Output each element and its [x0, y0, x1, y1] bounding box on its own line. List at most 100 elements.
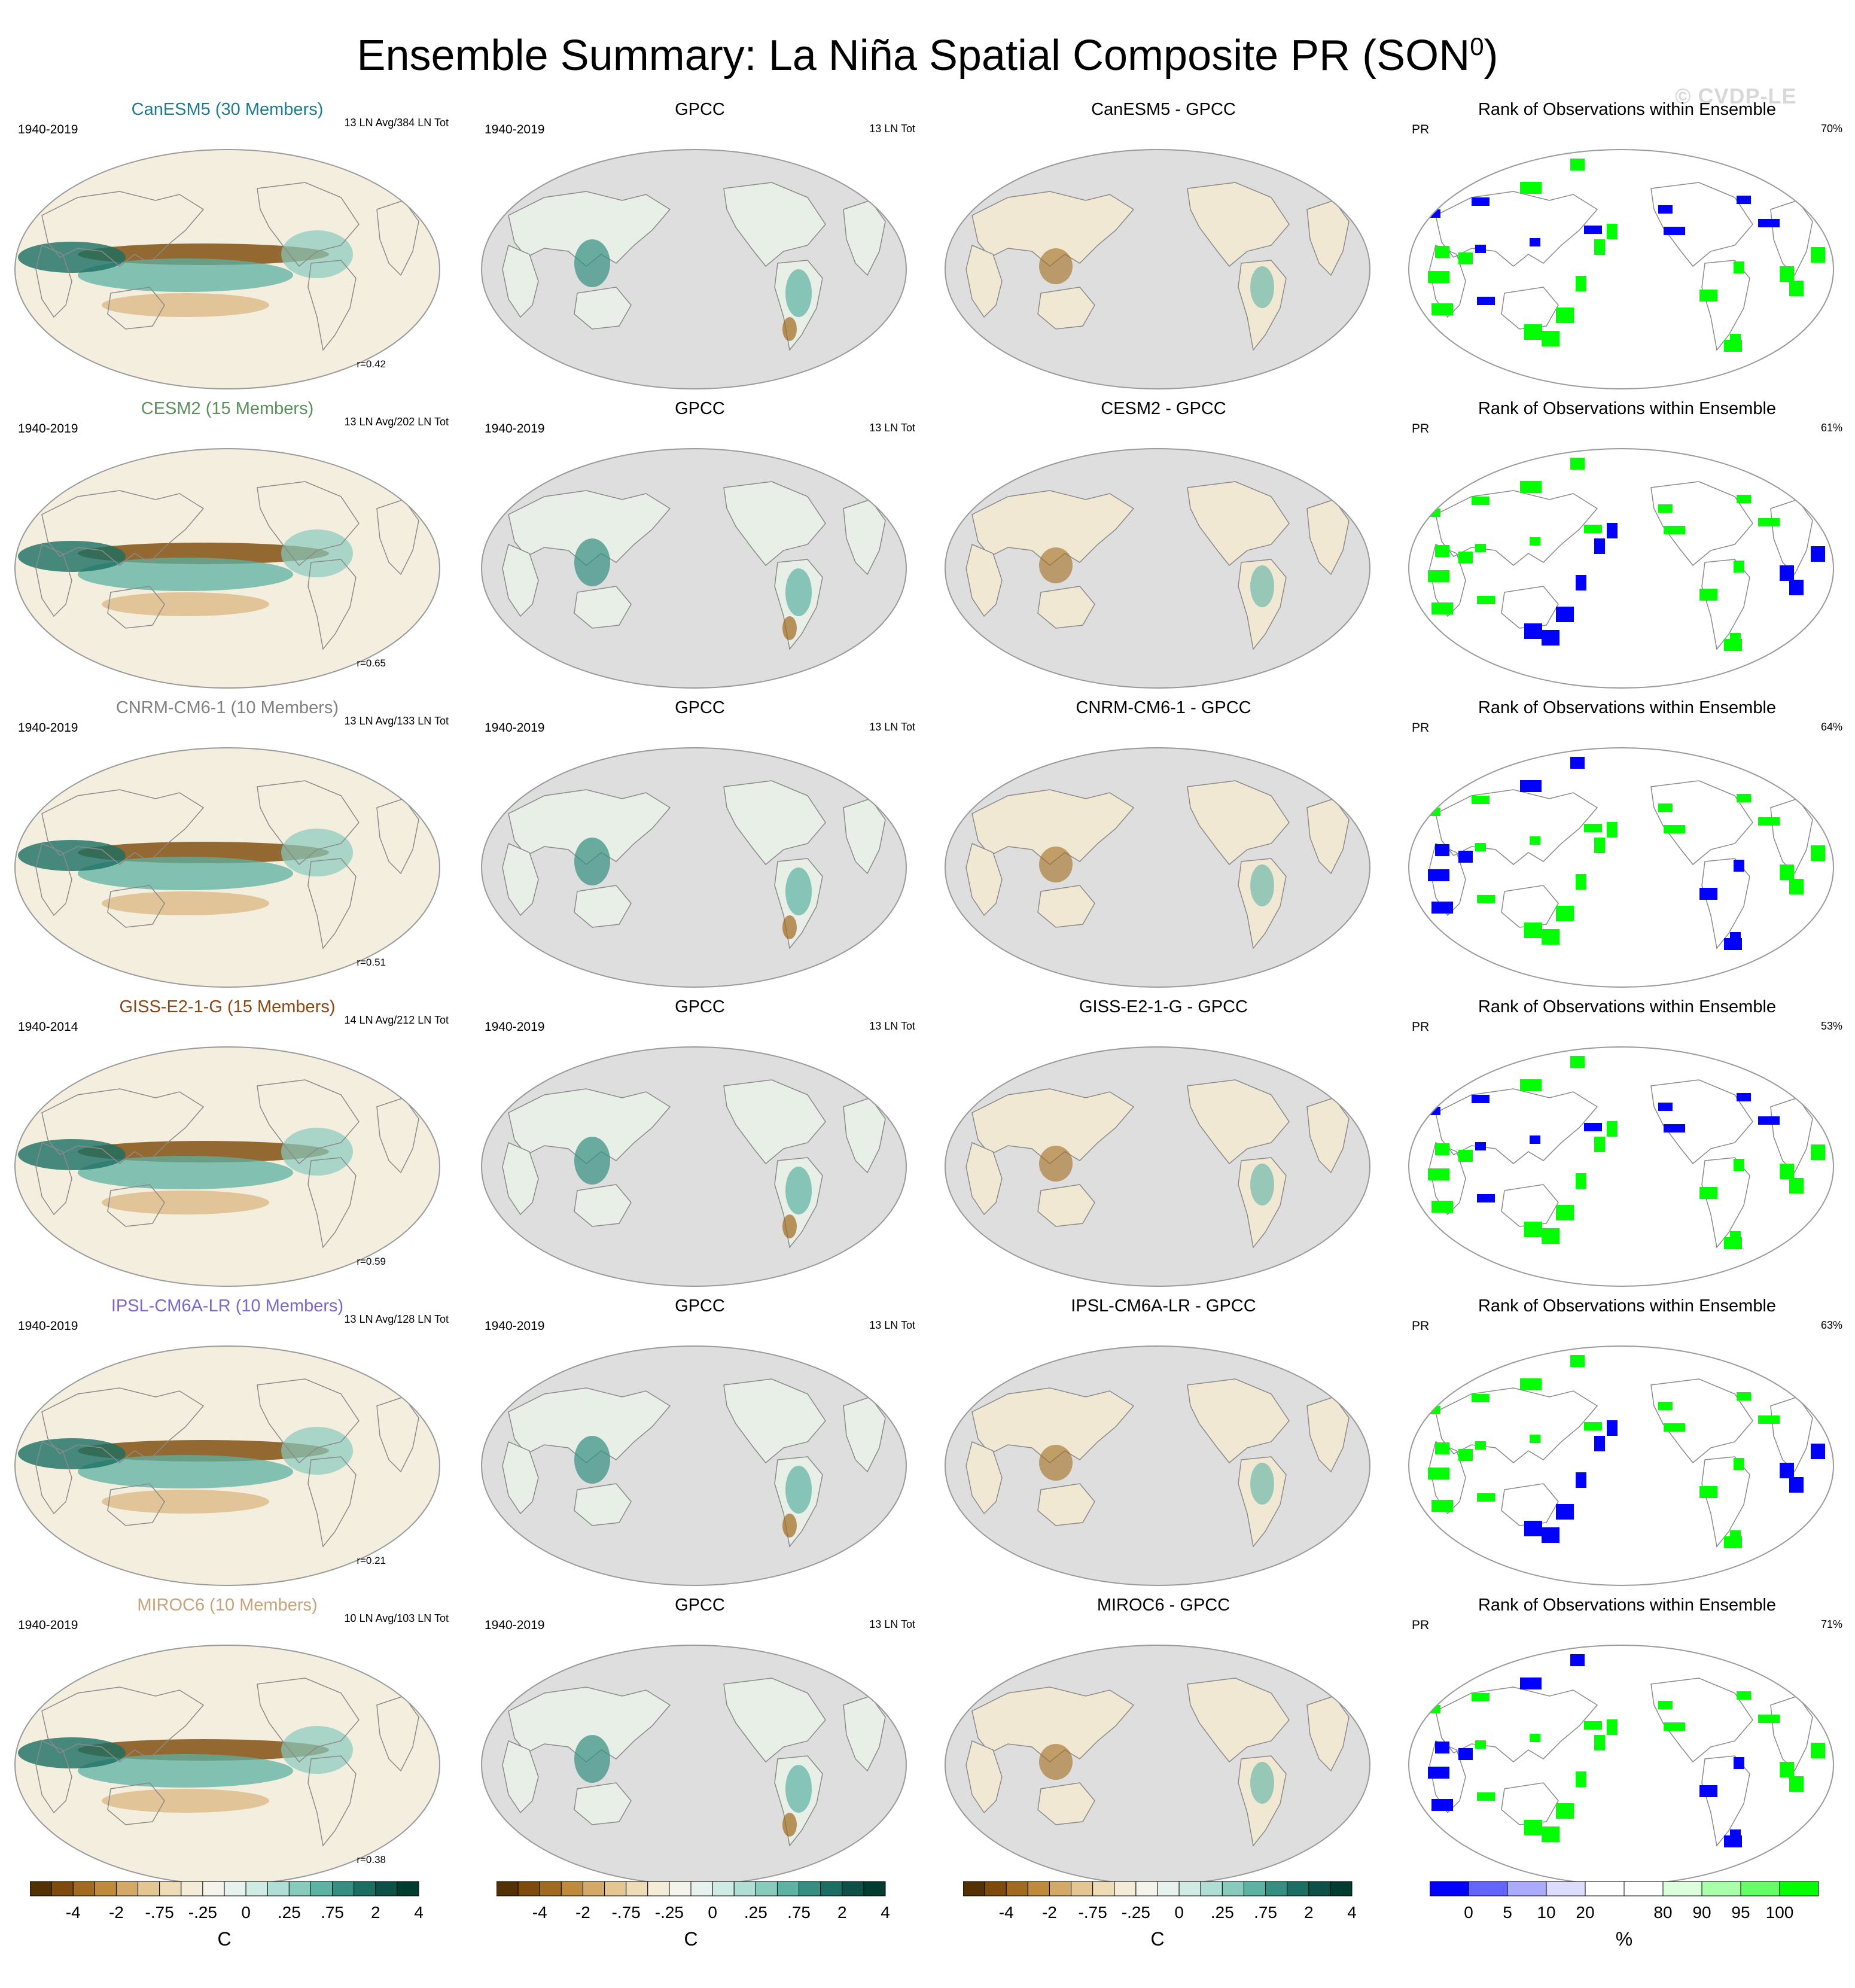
rank-title: Rank of Observations within Ensemble: [1478, 1596, 1777, 1615]
colorbar-swatch: [245, 1881, 268, 1896]
colorbar-swatch: [1157, 1881, 1180, 1896]
diff-title: MIROC6 - GPCC: [1096, 1596, 1230, 1615]
colorbar-swatch: [963, 1881, 985, 1896]
colorbar-swatch: [1507, 1881, 1547, 1896]
correlation-label: r=0.42: [357, 358, 386, 370]
colorbar-tick-label: 20: [1576, 1903, 1595, 1922]
model-panel: IPSL-CM6A-LR (10 Members) 1940-2019 13 LN …: [6, 1295, 461, 1594]
colorbar-swatch: [267, 1881, 290, 1896]
colorbar-swatch: [288, 1881, 311, 1896]
colorbar-unit: C: [684, 1928, 698, 1950]
colorbar-swatch: [138, 1881, 160, 1896]
rank-pct: 61%: [1820, 422, 1842, 434]
colorbar-tick-label: -.25: [188, 1903, 217, 1922]
colorbar-swatch: [310, 1881, 333, 1896]
obs-panel: GPCC 1940-2019 13 LN Tot: [473, 1295, 927, 1594]
colorbar-swatch: [733, 1881, 756, 1896]
colorbar-swatch: [1049, 1881, 1072, 1896]
rank-title: Rank of Observations within Ensemble: [1478, 399, 1777, 418]
colorbar-tick-label: 5: [1503, 1903, 1512, 1922]
diff-panel: CanESM5 - GPCC: [936, 99, 1391, 398]
colorbar-swatch: [647, 1881, 670, 1896]
model-panel: MIROC6 (10 Members) 1940-2019 10 LN Avg/10…: [6, 1594, 461, 1893]
colorbar-unit: C: [1150, 1928, 1165, 1950]
correlation-label: r=0.65: [357, 657, 386, 669]
diverging-colorbar: -4 -2 -.75 -.25 0 .25 .75 2 4 C: [30, 1880, 437, 1976]
diverging-colorbar: -4 -2 -.75 -.25 0 .25 .75 2 4 C: [497, 1880, 903, 1976]
colorbar-swatches: [963, 1881, 1353, 1896]
colorbar-swatch: [51, 1881, 74, 1896]
colorbar-tick-label: 10: [1537, 1903, 1556, 1922]
colorbar-swatch: [842, 1881, 864, 1896]
colorbar-tick-label: -4: [532, 1903, 547, 1922]
obs-info: 13 LN Tot: [869, 721, 915, 733]
map-diff: [945, 448, 1370, 689]
colorbar-tick-label: 0: [708, 1903, 717, 1922]
obs-title: GPCC: [675, 997, 725, 1016]
colorbar-tick-label: 0: [1464, 1903, 1473, 1922]
obs-period: 1940-2019: [485, 123, 545, 136]
obs-panel: GPCC 1940-2019 13 LN Tot: [473, 99, 927, 398]
period-label: 1940-2019: [18, 1319, 78, 1333]
rank-pct: 63%: [1820, 1319, 1842, 1331]
colorbar-swatch: [626, 1881, 648, 1896]
map-diff: [945, 747, 1370, 988]
colorbar-swatch: [712, 1881, 735, 1896]
colorbar-tick-label: -2: [1041, 1903, 1057, 1922]
colorbar-swatch: [1468, 1881, 1508, 1896]
colorbar-swatch: [1740, 1881, 1780, 1896]
obs-panel: GPCC 1940-2019 13 LN Tot: [473, 697, 927, 996]
model-title: CanESM5 (30 Members): [131, 100, 324, 119]
colorbar-swatch: [669, 1881, 692, 1896]
colorbar-swatch: [1546, 1881, 1586, 1896]
colorbar-tick-label: .25: [744, 1903, 767, 1922]
colorbar-swatch: [820, 1881, 843, 1896]
ln-info: 13 LN Avg/128 LN Tot: [344, 1313, 449, 1325]
diff-title: CanESM5 - GPCC: [1091, 100, 1236, 119]
ln-info: 13 LN Avg/202 LN Tot: [344, 416, 449, 428]
obs-panel: GPCC 1940-2019 13 LN Tot: [473, 398, 927, 697]
colorbar-tick-label: -2: [108, 1903, 124, 1922]
obs-title: GPCC: [675, 1596, 725, 1615]
period-label: 1940-2019: [18, 123, 78, 136]
diverging-colorbar: -4 -2 -.75 -.25 0 .25 .75 2 4 C: [963, 1880, 1370, 1976]
colorbar-swatch: [1585, 1881, 1625, 1896]
obs-title: GPCC: [675, 1296, 725, 1316]
obs-info: 13 LN Tot: [869, 1618, 915, 1630]
colorbar-swatch: [497, 1881, 519, 1896]
colorbar-swatch: [30, 1881, 52, 1896]
map-obs: [481, 1046, 907, 1287]
rank-var: PR: [1412, 123, 1430, 136]
colorbar-tick-label: .25: [277, 1903, 301, 1922]
correlation-label: r=0.51: [357, 957, 386, 968]
colorbar-swatch: [1092, 1881, 1115, 1896]
diff-panel: GISS-E2-1-G - GPCC: [936, 996, 1391, 1295]
colorbar-swatch: [1200, 1881, 1223, 1896]
colorbar-swatch: [115, 1881, 139, 1896]
figure-title: Ensemble Summary: La Niña Spatial Compos…: [0, 17, 1855, 86]
model-panel: GISS-E2-1-G (15 Members) 1940-2014 14 LN A…: [6, 996, 461, 1295]
colorbar-tick-label: 100: [1765, 1903, 1794, 1922]
colorbar-tick-label: 0: [241, 1903, 251, 1922]
rank-pct: 53%: [1820, 1020, 1842, 1032]
ln-info: 14 LN Avg/212 LN Tot: [344, 1014, 449, 1026]
colorbar-tick-label: 95: [1731, 1903, 1750, 1922]
rank-var: PR: [1412, 1020, 1430, 1034]
colorbar-swatch: [224, 1881, 246, 1896]
model-title: MIROC6 (10 Members): [137, 1596, 318, 1615]
colorbar-swatch: [984, 1881, 1007, 1896]
correlation-label: r=0.38: [357, 1854, 386, 1865]
colorbar-swatch: [1135, 1881, 1158, 1896]
colorbar-tick-label: -.75: [1078, 1903, 1107, 1922]
model-panel: CESM2 (15 Members) 1940-2019 13 LN Avg/202…: [6, 398, 461, 697]
title-close: ): [1484, 32, 1498, 80]
rank-panel: Rank of Observations within Ensemble PR 70…: [1400, 99, 1854, 398]
diff-title: GISS-E2-1-G - GPCC: [1079, 997, 1248, 1016]
ln-info: 13 LN Avg/133 LN Tot: [344, 715, 449, 727]
colorbar-swatch: [690, 1881, 713, 1896]
watermark: © CVDP-LE: [1675, 84, 1797, 108]
obs-title: GPCC: [675, 100, 725, 119]
obs-period: 1940-2019: [485, 1319, 545, 1333]
colorbar-swatch: [1071, 1881, 1093, 1896]
map-model: [14, 448, 440, 689]
